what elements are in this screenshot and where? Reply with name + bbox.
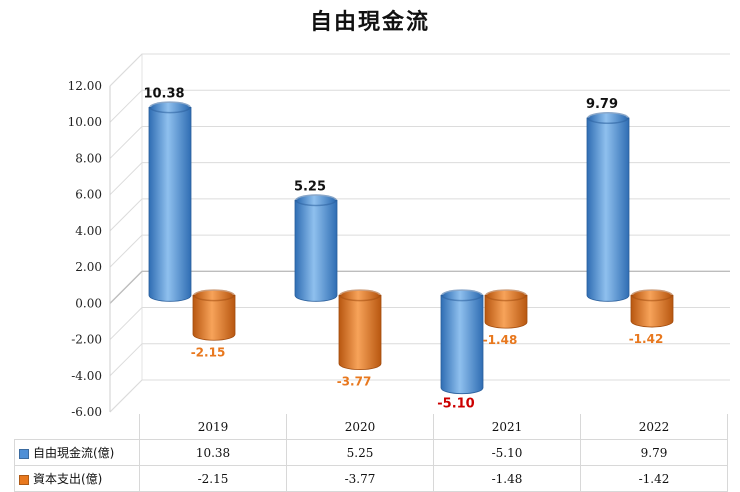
y-tick-label: -2.00 xyxy=(71,333,102,347)
gridline xyxy=(109,198,730,232)
category-label: 2022 xyxy=(580,414,728,440)
gridline xyxy=(109,53,730,87)
bar-free-cash-flow xyxy=(148,101,192,302)
category-label: 2021 xyxy=(433,414,581,440)
data-table-row-free-cash-flow: 自由現金流(億) 10.38 5.25 -5.10 9.79 xyxy=(14,439,728,466)
category-label: 2019 xyxy=(139,414,287,440)
data-label-free-cash-flow: 9.79 xyxy=(586,97,618,112)
bar-free-cash-flow xyxy=(586,112,630,302)
table-cell: -1.42 xyxy=(580,465,728,492)
data-table-corner xyxy=(15,414,140,440)
bar-free-cash-flow xyxy=(294,194,338,302)
table-cell: 5.25 xyxy=(286,439,434,466)
data-label-capex: -1.48 xyxy=(483,333,518,347)
y-tick-label: -6.00 xyxy=(71,405,102,419)
legend-entry-free-cash-flow: 自由現金流(億) xyxy=(14,439,140,466)
data-label-capex: -1.42 xyxy=(629,332,664,346)
data-label-free-cash-flow: 10.38 xyxy=(143,86,184,101)
y-tick-label: 10.00 xyxy=(68,115,102,129)
y-tick-label: 12.00 xyxy=(68,79,102,93)
gridline xyxy=(109,89,730,123)
table-cell: -3.77 xyxy=(286,465,434,492)
legend-swatch-orange xyxy=(19,474,29,485)
bar-capex xyxy=(192,289,236,341)
data-table: 2019 2020 2021 2022 自由現金流(億) 10.38 5.25 … xyxy=(14,414,728,492)
data-label-free-cash-flow: -5.10 xyxy=(437,397,474,412)
y-tick-label: 8.00 xyxy=(75,151,102,165)
gridline xyxy=(109,162,730,196)
gridlines xyxy=(109,53,730,413)
gridline xyxy=(109,234,730,268)
gridline xyxy=(109,307,730,340)
table-cell: 10.38 xyxy=(139,439,287,466)
category-label: 2020 xyxy=(286,414,434,440)
bar-capex xyxy=(338,289,382,371)
y-tick-label: -4.00 xyxy=(71,369,102,383)
data-label-free-cash-flow: 5.25 xyxy=(294,179,326,194)
data-table-header-row: 2019 2020 2021 2022 xyxy=(15,414,728,440)
bar-capex xyxy=(630,289,674,328)
table-cell: -2.15 xyxy=(139,465,287,492)
y-tick-label: 4.00 xyxy=(75,224,102,238)
y-axis: 12.00 10.00 8.00 6.00 4.00 2.00 0.00 -2.00 -4.00… xyxy=(68,79,102,419)
y-tick-label: 6.00 xyxy=(75,188,102,202)
y-tick-label: 0.00 xyxy=(75,296,102,310)
legend-entry-capex: 資本支出(億) xyxy=(14,465,140,492)
legend-label: 資本支出(億) xyxy=(33,472,103,486)
gridline xyxy=(109,379,730,413)
table-cell: -1.48 xyxy=(433,465,581,492)
y-tick-label: 2.00 xyxy=(75,260,102,274)
gridline xyxy=(109,270,730,304)
data-table-row-capex: 資本支出(億) -2.15 -3.77 -1.48 -1.42 xyxy=(14,465,728,492)
data-label-capex: -2.15 xyxy=(191,345,226,359)
legend-label: 自由現金流(億) xyxy=(33,446,115,460)
legend-swatch-blue xyxy=(19,448,29,459)
data-label-capex: -3.77 xyxy=(337,375,372,389)
bars xyxy=(148,101,674,395)
gridline xyxy=(109,343,730,377)
data-labels: 10.38 -2.15 5.25 -3.77 -5.10 -1.48 9.79 -1.42 xyxy=(143,86,663,411)
gridline xyxy=(109,125,730,159)
bar-capex xyxy=(484,289,528,329)
table-cell: 9.79 xyxy=(580,439,728,466)
chart-title: 自由現金流 xyxy=(309,10,430,35)
bar-free-cash-flow xyxy=(440,289,484,395)
table-cell: -5.10 xyxy=(433,439,581,466)
